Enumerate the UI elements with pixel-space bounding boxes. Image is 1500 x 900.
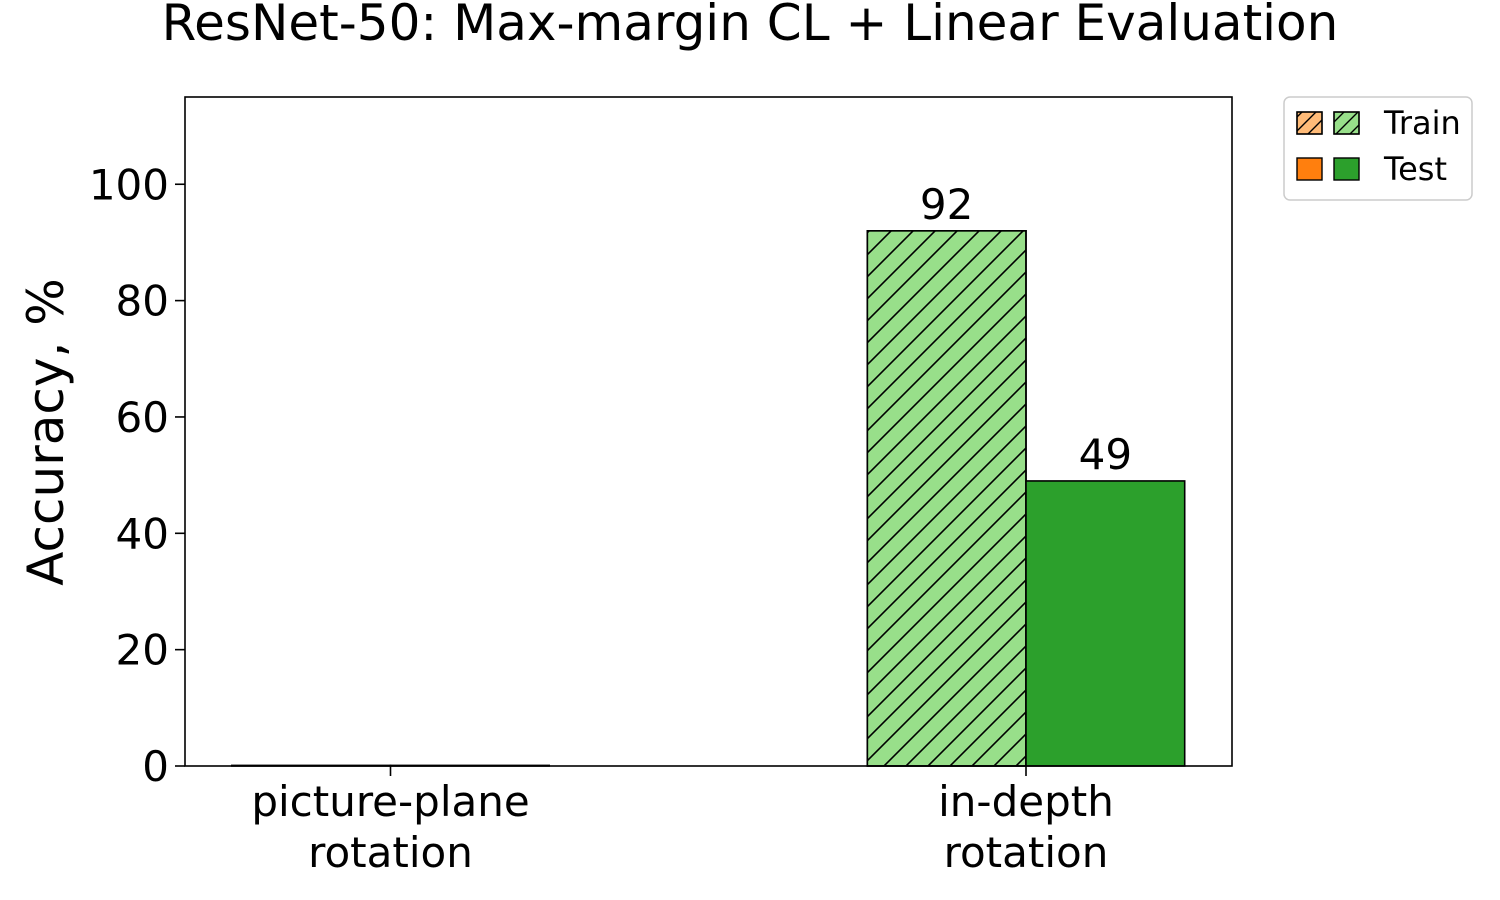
y-tick-label: 100 [89,160,169,209]
x-tick-label: rotation [944,828,1109,877]
y-tick-label: 0 [142,742,169,791]
legend-swatch-hatch [1296,111,1323,135]
x-tick-label: rotation [308,828,473,877]
bars-layer [231,230,1186,767]
bar-value-label: 49 [1079,430,1132,479]
y-tick-label: 40 [116,509,169,558]
y-axis-ticks: 0 20 40 60 80 100 [89,160,185,791]
legend-frame [1283,96,1473,201]
legend-label-test: Test [1383,150,1447,188]
legend-swatch-hatch [1333,111,1360,135]
y-tick-label: 80 [116,277,169,326]
y-axis-label: Accuracy, % [17,278,75,586]
plot-frame [184,96,1233,767]
bar-value-labels: 92 49 [920,180,1132,479]
bar-value-label: 92 [920,180,973,229]
chart-title: ResNet-50: Max-margin CL + Linear Evalua… [162,0,1339,52]
y-tick-label: 60 [116,393,169,442]
bar-test-1 [1025,480,1186,767]
legend-label-train: Train [1383,104,1461,142]
x-tick-label: in-depth [938,777,1114,826]
y-tick-label: 20 [116,626,169,675]
legend-swatch-test [1296,157,1323,181]
legend-swatch-test [1333,157,1360,181]
bar-hatch-train-1 [866,230,1027,767]
x-tick-label: picture-plane [251,777,529,826]
legend: Train Test [1283,96,1473,201]
